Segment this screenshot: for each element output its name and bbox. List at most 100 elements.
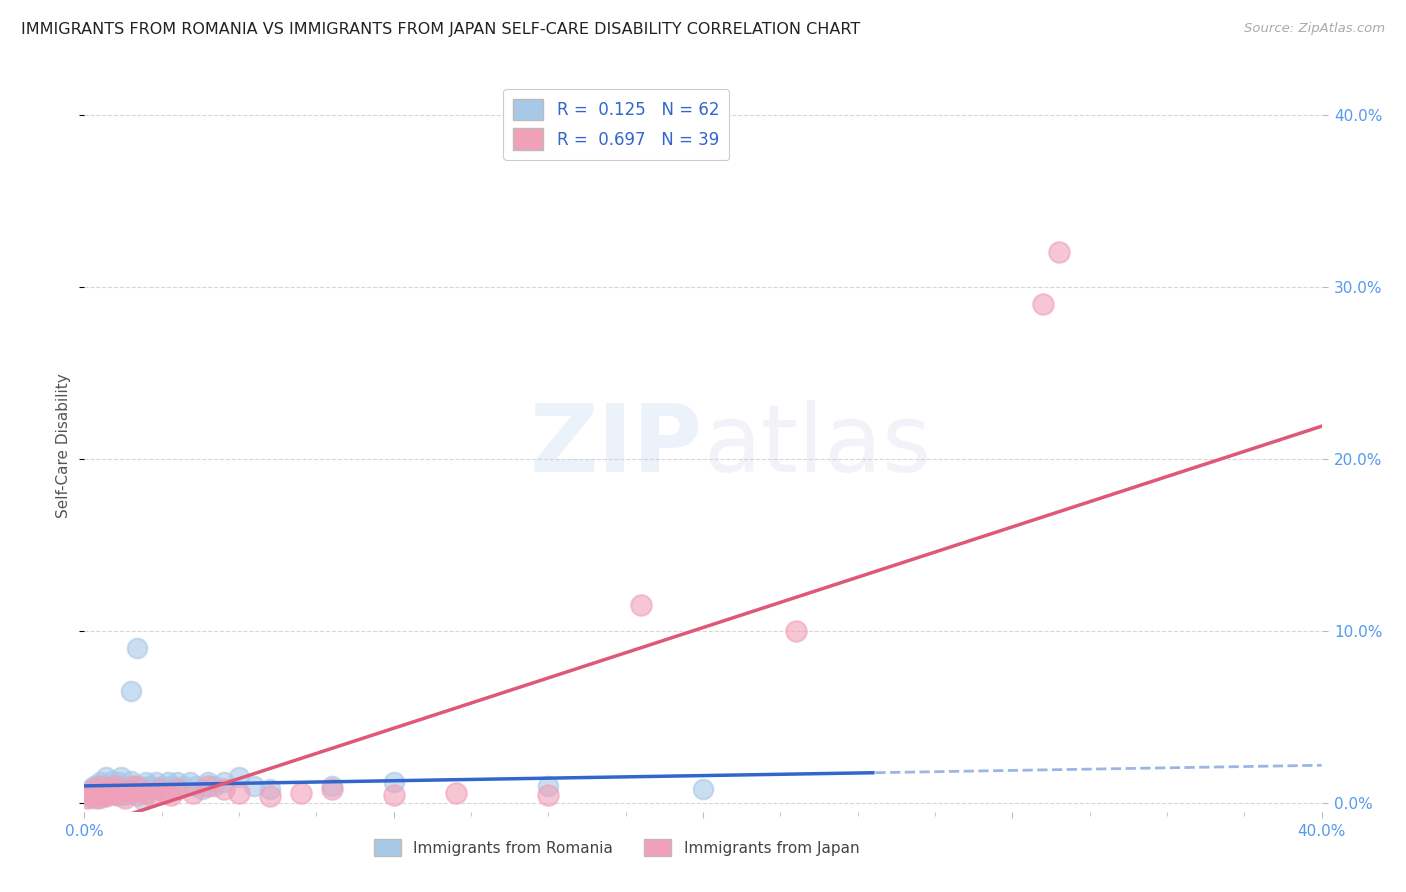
Point	[107, 786, 129, 800]
Point	[212, 775, 235, 789]
Point	[197, 775, 219, 789]
Point	[444, 786, 467, 800]
Point	[228, 786, 250, 800]
Point	[83, 782, 105, 797]
Point	[156, 775, 179, 789]
Point	[125, 788, 148, 802]
Y-axis label: Self-Care Disability: Self-Care Disability	[56, 374, 72, 518]
Point	[197, 779, 219, 793]
Point	[537, 788, 560, 802]
Point	[148, 782, 170, 797]
Point	[94, 782, 117, 797]
Point	[107, 775, 129, 789]
Point	[86, 788, 108, 802]
Point	[114, 779, 136, 793]
Point	[83, 789, 105, 804]
Point	[79, 782, 101, 797]
Point	[89, 786, 111, 800]
Point	[153, 782, 176, 797]
Point	[76, 788, 98, 802]
Point	[228, 770, 250, 784]
Point	[166, 782, 188, 797]
Point	[321, 782, 343, 797]
Point	[89, 786, 111, 800]
Point	[98, 782, 121, 797]
Point	[138, 779, 160, 793]
Point	[160, 779, 183, 793]
Point	[166, 775, 188, 789]
Text: ZIP: ZIP	[530, 400, 703, 492]
Point	[184, 779, 207, 793]
Point	[630, 598, 652, 612]
Point	[785, 624, 807, 638]
Point	[104, 788, 127, 802]
Point	[98, 779, 121, 793]
Point	[122, 779, 145, 793]
Point	[83, 779, 105, 793]
Point	[104, 779, 127, 793]
Point	[91, 779, 114, 793]
Point	[86, 791, 108, 805]
Point	[117, 782, 139, 797]
Point	[83, 786, 105, 800]
Point	[107, 788, 129, 802]
Point	[321, 779, 343, 793]
Point	[122, 779, 145, 793]
Point	[83, 789, 105, 804]
Point	[129, 779, 152, 793]
Point	[101, 786, 124, 800]
Point	[1047, 245, 1070, 260]
Point	[160, 788, 183, 802]
Point	[120, 784, 142, 798]
Point	[243, 779, 266, 793]
Legend: Immigrants from Romania, Immigrants from Japan: Immigrants from Romania, Immigrants from…	[367, 833, 865, 863]
Point	[94, 770, 117, 784]
Point	[172, 779, 194, 793]
Point	[120, 684, 142, 698]
Point	[89, 775, 111, 789]
Point	[132, 782, 155, 797]
Point	[259, 782, 281, 797]
Point	[125, 784, 148, 798]
Point	[94, 788, 117, 802]
Text: IMMIGRANTS FROM ROMANIA VS IMMIGRANTS FROM JAPAN SELF-CARE DISABILITY CORRELATIO: IMMIGRANTS FROM ROMANIA VS IMMIGRANTS FR…	[21, 22, 860, 37]
Point	[132, 792, 155, 806]
Point	[110, 770, 132, 784]
Point	[110, 784, 132, 798]
Text: atlas: atlas	[703, 400, 931, 492]
Point	[202, 779, 225, 793]
Point	[150, 779, 173, 793]
Point	[537, 779, 560, 793]
Point	[141, 789, 163, 804]
Point	[259, 789, 281, 804]
Point	[125, 641, 148, 656]
Point	[129, 782, 152, 797]
Point	[89, 791, 111, 805]
Point	[79, 791, 101, 805]
Point	[135, 775, 157, 789]
Point	[382, 788, 405, 802]
Point	[86, 782, 108, 797]
Point	[290, 786, 312, 800]
Text: Source: ZipAtlas.com: Source: ZipAtlas.com	[1244, 22, 1385, 36]
Point	[1032, 297, 1054, 311]
Point	[179, 775, 201, 789]
Point	[141, 782, 163, 797]
Point	[114, 788, 136, 802]
Point	[89, 779, 111, 793]
Point	[382, 775, 405, 789]
Point	[145, 775, 167, 789]
Point	[104, 779, 127, 793]
Point	[114, 791, 136, 805]
Point	[98, 786, 121, 800]
Point	[153, 786, 176, 800]
Point	[76, 791, 98, 805]
Point	[79, 788, 101, 802]
Point	[91, 789, 114, 804]
Point	[101, 773, 124, 788]
Point	[181, 786, 204, 800]
Point	[91, 784, 114, 798]
Point	[120, 786, 142, 800]
Point	[94, 789, 117, 804]
Point	[110, 782, 132, 797]
